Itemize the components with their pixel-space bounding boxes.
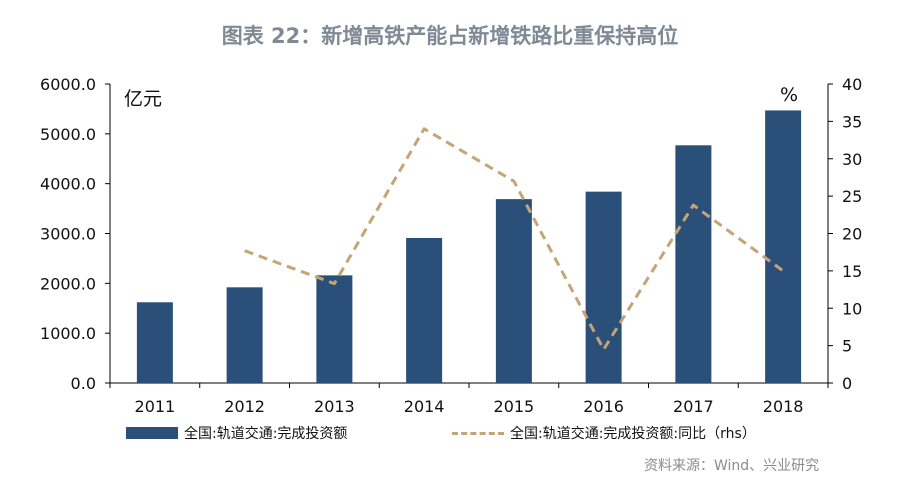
x-tick-label: 2014 xyxy=(404,397,445,416)
left-tick-label: 6000.0 xyxy=(40,75,96,94)
bar-2011 xyxy=(136,302,173,383)
bar-2017 xyxy=(675,145,712,383)
right-tick-label: 25 xyxy=(842,187,862,206)
right-tick-label: 35 xyxy=(842,112,862,131)
right-tick-label: 5 xyxy=(842,337,852,356)
left-tick-label: 0.0 xyxy=(71,374,96,393)
x-tick-label: 2015 xyxy=(494,397,535,416)
x-tick-label: 2016 xyxy=(583,397,624,416)
bar-2018 xyxy=(765,110,802,383)
x-tick-label: 2013 xyxy=(314,397,355,416)
right-tick-label: 30 xyxy=(842,150,862,169)
left-tick-label: 5000.0 xyxy=(40,125,96,144)
right-tick-label: 15 xyxy=(842,262,862,281)
x-tick-label: 2018 xyxy=(763,397,804,416)
source-note: 资料来源：Wind、兴业研究 xyxy=(644,458,820,474)
right-tick-label: 20 xyxy=(842,225,862,244)
left-tick-label: 4000.0 xyxy=(40,175,96,194)
x-tick-label: 2017 xyxy=(673,397,714,416)
x-tick-label: 2012 xyxy=(224,397,265,416)
bar-2015 xyxy=(495,199,532,383)
chart-title: 图表 22：新增高铁产能占新增铁路比重保持高位 xyxy=(221,24,679,48)
bar-2013 xyxy=(316,275,353,383)
legend-item-line: 全国:轨道交通:完成投资额:同比（rhs） xyxy=(452,423,756,443)
right-tick-label: 10 xyxy=(842,299,862,318)
left-tick-label: 3000.0 xyxy=(40,225,96,244)
left-axis-unit: 亿元 xyxy=(124,88,163,110)
bar-2014 xyxy=(406,237,443,383)
legend-swatch-bar xyxy=(126,427,178,439)
legend-label-line: 全国:轨道交通:完成投资额:同比（rhs） xyxy=(510,426,756,442)
left-tick-label: 2000.0 xyxy=(40,274,96,293)
legend-label-bar: 全国:轨道交通:完成投资额 xyxy=(184,426,348,442)
right-tick-label: 0 xyxy=(842,374,852,393)
right-tick-label: 40 xyxy=(842,75,862,94)
x-tick-label: 2011 xyxy=(135,397,176,416)
legend-item-bar: 全国:轨道交通:完成投资额 xyxy=(126,423,347,443)
left-tick-label: 1000.0 xyxy=(40,324,96,343)
bar-2016 xyxy=(585,191,622,383)
legend-swatch-line xyxy=(452,431,504,435)
right-axis-unit: % xyxy=(780,84,799,106)
bar-2012 xyxy=(226,287,263,383)
